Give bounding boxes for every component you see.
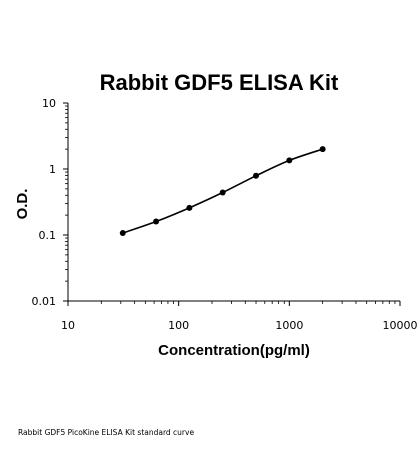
data-point (119, 230, 126, 237)
ticks: 10 100 1000 10000 0.01 0.1 1 10 (32, 97, 418, 332)
axes (67, 103, 400, 302)
data-point (319, 146, 326, 153)
y-tick-label: 10 (42, 97, 56, 110)
y-axis-label: O.D. (14, 189, 31, 220)
data-point (219, 189, 226, 196)
figure-caption: Rabbit GDF5 PicoKine ELISA Kit standard … (18, 428, 195, 437)
data-point (153, 218, 160, 225)
y-tick-label: 0.01 (32, 295, 57, 308)
y-tick-label: 1 (49, 163, 56, 176)
data-point (186, 204, 193, 211)
x-tick-label: 10 (61, 319, 75, 332)
chart-title: Rabbit GDF5 ELISA Kit (100, 70, 339, 95)
y-tick-label: 0.1 (39, 229, 57, 242)
data-point (253, 172, 260, 179)
x-tick-label: 10000 (383, 319, 418, 332)
x-tick-label: 1000 (275, 319, 303, 332)
data-point (286, 157, 293, 164)
series-group (119, 146, 326, 237)
x-axis-label: Concentration(pg/ml) (158, 342, 310, 359)
x-tick-label: 100 (168, 319, 189, 332)
